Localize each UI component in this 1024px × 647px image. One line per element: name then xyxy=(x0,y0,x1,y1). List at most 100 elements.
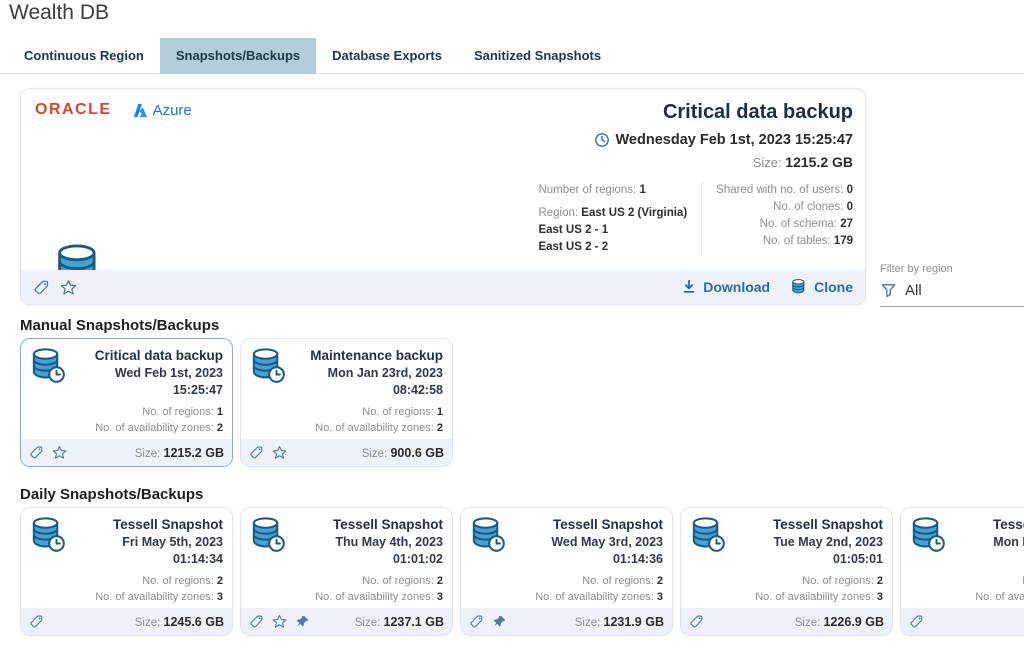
daily-snapshots-heading: Daily Snapshots/Backups xyxy=(20,486,204,503)
card-regions-row: No. of regions: 2 xyxy=(802,575,883,587)
card-date: Thu May 4th, 2023 xyxy=(335,535,443,549)
tag-icon[interactable] xyxy=(249,614,264,629)
snapshot-card[interactable]: Critical data backup Wed Feb 1st, 2023 1… xyxy=(20,338,233,467)
download-button[interactable]: Download xyxy=(681,279,770,295)
card-zones-row: No. of availability zones: 3 xyxy=(755,591,883,603)
snapshot-card[interactable]: Tessell Snapshot Tue May 2nd, 2023 01:05… xyxy=(680,507,893,636)
filter-select[interactable]: All xyxy=(880,282,1024,307)
pin-icon[interactable] xyxy=(295,614,310,629)
card-footer-icons xyxy=(249,614,310,629)
card-date: Fri May 5th, 2023 xyxy=(122,535,223,549)
card-size-row: Size: 1245.6 GB xyxy=(134,614,224,629)
card-time: 08:42:58 xyxy=(392,383,443,397)
card-footer: Size: 1231.9 GB xyxy=(461,608,672,635)
availability-zone-1: East US 2 - 1 xyxy=(538,222,687,239)
card-time xyxy=(913,551,1024,568)
star-icon[interactable] xyxy=(272,445,287,460)
stat-shared-users: Shared with no. of users: 0 xyxy=(716,184,853,196)
card-regions-row: No. of regions: 1 xyxy=(142,406,223,418)
card-regions-row: No. of regions: 1 xyxy=(362,406,443,418)
size-value: 1215.2 GB xyxy=(785,154,853,170)
card-time: 01:05:01 xyxy=(832,552,883,566)
card-footer-icons xyxy=(249,445,287,460)
card-meta: No. of regions: 2 No. of availability zo… xyxy=(33,573,223,605)
tag-icon[interactable] xyxy=(29,445,44,460)
filter-value: All xyxy=(905,282,922,299)
card-footer: Size: 1245.6 GB xyxy=(21,608,232,635)
zone-1-value: East US 2 - 1 xyxy=(538,224,609,236)
card-time: 01:01:02 xyxy=(392,552,443,566)
snapshot-stats: Number of regions: 1 Region: East US 2 (… xyxy=(233,182,853,256)
card-meta: No. of regions: 2 No. of availability zo… xyxy=(253,573,443,605)
snapshot-card[interactable]: Tessell Snapshot Thu May 4th, 2023 01:01… xyxy=(240,507,453,636)
num-regions-label: Number of regions: xyxy=(538,184,637,196)
card-regions-row: No. of regions: 2 xyxy=(362,575,443,587)
tag-icon[interactable] xyxy=(689,614,704,629)
availability-zone-2: East US 2 - 2 xyxy=(538,239,687,256)
tag-icon[interactable] xyxy=(29,614,44,629)
card-date: Mon May 1st, 2023 xyxy=(993,535,1024,549)
card-footer: Size: 1215.2 GB xyxy=(21,439,232,466)
star-icon[interactable] xyxy=(272,614,287,629)
card-meta: No. of regions: 1 No. of availability zo… xyxy=(33,404,223,436)
download-label: Download xyxy=(703,279,771,295)
azure-logo-text: Azure xyxy=(152,101,192,119)
tab-continuous-region[interactable]: Continuous Region xyxy=(24,48,144,63)
download-icon xyxy=(683,279,695,293)
database-clock-icon xyxy=(468,515,506,553)
tag-icon[interactable] xyxy=(909,614,924,629)
card-time: 01:14:36 xyxy=(612,552,663,566)
snapshot-card[interactable]: Tessell Snapshot Wed May 3rd, 2023 01:14… xyxy=(460,507,673,636)
card-zones-row: No. of availability zones: 3 xyxy=(315,591,443,603)
tag-icon[interactable] xyxy=(33,279,50,296)
region-filter: Filter by region All xyxy=(880,263,1024,307)
clock-icon xyxy=(594,133,609,147)
stat-tables: No. of tables: 179 xyxy=(762,235,853,247)
stat-schema: No. of schema: 27 xyxy=(759,218,853,230)
clone-icon xyxy=(792,279,805,294)
card-meta: No. of regions: 2 No. of availability zo… xyxy=(913,573,1024,605)
card-zones-row: No. of availability zones: 3 xyxy=(95,591,223,603)
region-column: Number of regions: 1 Region: East US 2 (… xyxy=(538,182,701,256)
tab-database-exports[interactable]: Database Exports xyxy=(332,48,442,63)
manual-snapshots-row: Critical data backup Wed Feb 1st, 2023 1… xyxy=(20,338,453,467)
snapshot-card[interactable]: Maintenance backup Mon Jan 23rd, 2023 08… xyxy=(240,338,453,467)
daily-snapshots-row: Tessell Snapshot Fri May 5th, 2023 01:14… xyxy=(20,507,1024,636)
stat-clones: No. of clones: 0 xyxy=(773,201,853,213)
pin-icon[interactable] xyxy=(492,614,507,629)
zone-2-value: East US 2 - 2 xyxy=(538,241,609,253)
stats-column: Shared with no. of users: 0 No. of clone… xyxy=(701,182,853,256)
card-time: 15:25:47 xyxy=(172,383,223,397)
region-row: Region: East US 2 (Virginia) xyxy=(538,205,687,222)
region-label: Region: xyxy=(538,207,579,219)
tag-icon[interactable] xyxy=(249,445,264,460)
tab-bar: Continuous Region Snapshots/Backups Data… xyxy=(0,38,1024,74)
card-footer xyxy=(901,608,1024,635)
manual-snapshots-heading: Manual Snapshots/Backups xyxy=(20,317,220,334)
snapshot-timestamp: Wednesday Feb 1st, 2023 15:25:47 xyxy=(615,132,854,148)
card-title: Tessell Snapshot xyxy=(112,517,223,532)
card-title: Tessell Snapshot xyxy=(552,517,663,532)
azure-icon xyxy=(133,103,147,117)
star-icon[interactable] xyxy=(52,445,67,460)
snapshot-size-row: Size: 1215.2 GB xyxy=(233,154,853,170)
snapshot-card[interactable]: Tessell Snapshot Mon May 1st, 2023 No. o… xyxy=(900,507,1024,636)
num-regions-value: 1 xyxy=(639,184,646,196)
card-regions-row: No. of regions: 2 xyxy=(913,573,1024,589)
snapshot-card[interactable]: Tessell Snapshot Fri May 5th, 2023 01:14… xyxy=(20,507,233,636)
num-regions-row: Number of regions: 1 xyxy=(538,182,687,199)
tab-sanitized-snapshots[interactable]: Sanitized Snapshots xyxy=(473,48,602,63)
snapshot-details: Critical data backup Wednesday Feb 1st, … xyxy=(233,101,853,256)
star-icon[interactable] xyxy=(60,279,77,296)
card-meta: No. of regions: 1 No. of availability zo… xyxy=(253,404,443,436)
card-size-row: Size: 1231.9 GB xyxy=(574,614,664,629)
card-date: Mon Jan 23rd, 2023 xyxy=(327,366,443,380)
tag-icon[interactable] xyxy=(469,614,484,629)
card-footer-icons xyxy=(29,445,67,460)
database-clock-icon xyxy=(28,515,66,553)
card-title: Maintenance backup xyxy=(310,348,443,363)
snapshot-timestamp-row: Wednesday Feb 1st, 2023 15:25:47 xyxy=(233,132,853,148)
clone-button[interactable]: Clone xyxy=(790,278,853,296)
card-footer-icons xyxy=(469,614,507,629)
tab-snapshots-backups[interactable]: Snapshots/Backups xyxy=(159,38,317,74)
